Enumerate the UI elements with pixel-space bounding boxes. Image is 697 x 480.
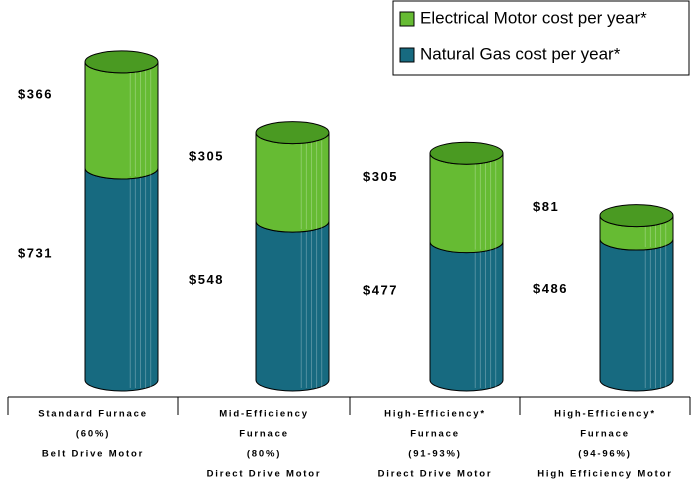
x-tick-label: High-Efficiency* (384, 409, 486, 420)
bar-segment (429, 153, 504, 254)
value-label: $305 (363, 169, 398, 184)
bar-segment (599, 238, 674, 392)
x-tick-label: Standard Furnace (38, 409, 148, 420)
x-tick-label: (94-96%) (578, 449, 631, 460)
x-tick-label: Furnace (410, 429, 460, 440)
value-label: $548 (189, 272, 224, 287)
bar-segment (84, 167, 159, 392)
x-tick-label: High Efficiency Motor (537, 469, 672, 480)
bar-top (599, 204, 674, 228)
bar-top (84, 50, 159, 74)
x-tick-label: Belt Drive Motor (42, 449, 144, 460)
bar-segment (255, 132, 330, 233)
x-tick-label: (91-93%) (408, 449, 461, 460)
value-label: $477 (363, 282, 398, 297)
x-tick-label: Mid-Efficiency (219, 409, 309, 420)
value-label: $486 (533, 281, 568, 296)
legend-label: Natural Gas cost per year* (420, 44, 621, 63)
value-label: $366 (18, 86, 53, 101)
bar-top (429, 141, 504, 165)
x-tick-label: Direct Drive Motor (207, 469, 322, 480)
x-tick-label: (60%) (76, 429, 110, 440)
x-tick-label: High-Efficiency* (554, 409, 656, 420)
bar-top (255, 121, 330, 145)
bar-segment (84, 61, 159, 180)
legend-box (392, 0, 690, 76)
legend-swatch (399, 11, 415, 27)
value-label: $731 (18, 245, 53, 260)
x-tick-label: Furnace (239, 429, 289, 440)
bar-segment (429, 241, 504, 392)
value-label: $305 (189, 148, 224, 163)
x-tick-label: (80%) (247, 449, 281, 460)
value-label: $81 (533, 199, 559, 214)
bar-segment (255, 221, 330, 392)
legend-label: Electrical Motor cost per year* (420, 8, 647, 27)
x-tick-label: Direct Drive Motor (378, 469, 493, 480)
legend-swatch (399, 47, 415, 63)
x-tick-label: Furnace (580, 429, 630, 440)
